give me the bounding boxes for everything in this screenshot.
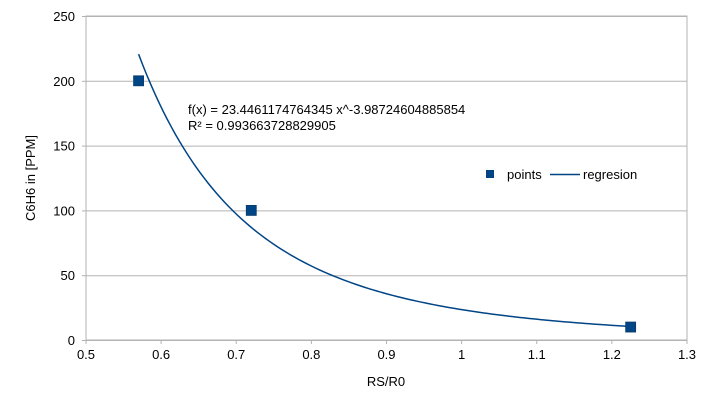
legend: points regresion	[486, 167, 637, 182]
y-axis-ticks: 0 50 100 150 200 250	[53, 9, 86, 348]
x-tick-label: 1.3	[678, 347, 696, 362]
legend-marker-points	[486, 170, 494, 178]
x-axis-title: RS/R0	[367, 374, 405, 389]
x-tick-label: 1.2	[603, 347, 621, 362]
y-tick-label: 100	[53, 203, 75, 218]
x-axis-ticks: 0.5 0.6 0.7 0.8 0.9 1 1.1 1.2 1.3	[77, 340, 696, 362]
y-tick-label: 50	[61, 268, 75, 283]
data-point	[133, 75, 144, 87]
data-point	[245, 204, 257, 216]
regression-line	[137, 53, 631, 328]
legend-label-points: points	[507, 167, 542, 182]
x-tick-label: 0.6	[152, 347, 170, 362]
data-point	[625, 321, 637, 333]
y-axis-title: C6H6 in [PPM]	[23, 135, 38, 221]
x-tick-label: 0.7	[227, 347, 245, 362]
series-layer	[133, 53, 637, 333]
x-tick-label: 0.5	[77, 347, 95, 362]
legend-label-regresion: regresion	[583, 167, 637, 182]
r-squared-label: R² = 0.993663728829905	[188, 118, 336, 133]
x-tick-label: 1	[458, 347, 465, 362]
x-tick-label: 0.8	[302, 347, 320, 362]
x-tick-label: 1.1	[528, 347, 546, 362]
y-tick-label: 0	[68, 333, 75, 348]
y-tick-label: 200	[53, 74, 75, 89]
regression-equation: f(x) = 23.4461174764345 x^-3.98724604885…	[188, 102, 465, 117]
y-tick-label: 150	[53, 139, 75, 154]
y-tick-label: 250	[53, 9, 75, 24]
x-tick-label: 0.9	[377, 347, 395, 362]
